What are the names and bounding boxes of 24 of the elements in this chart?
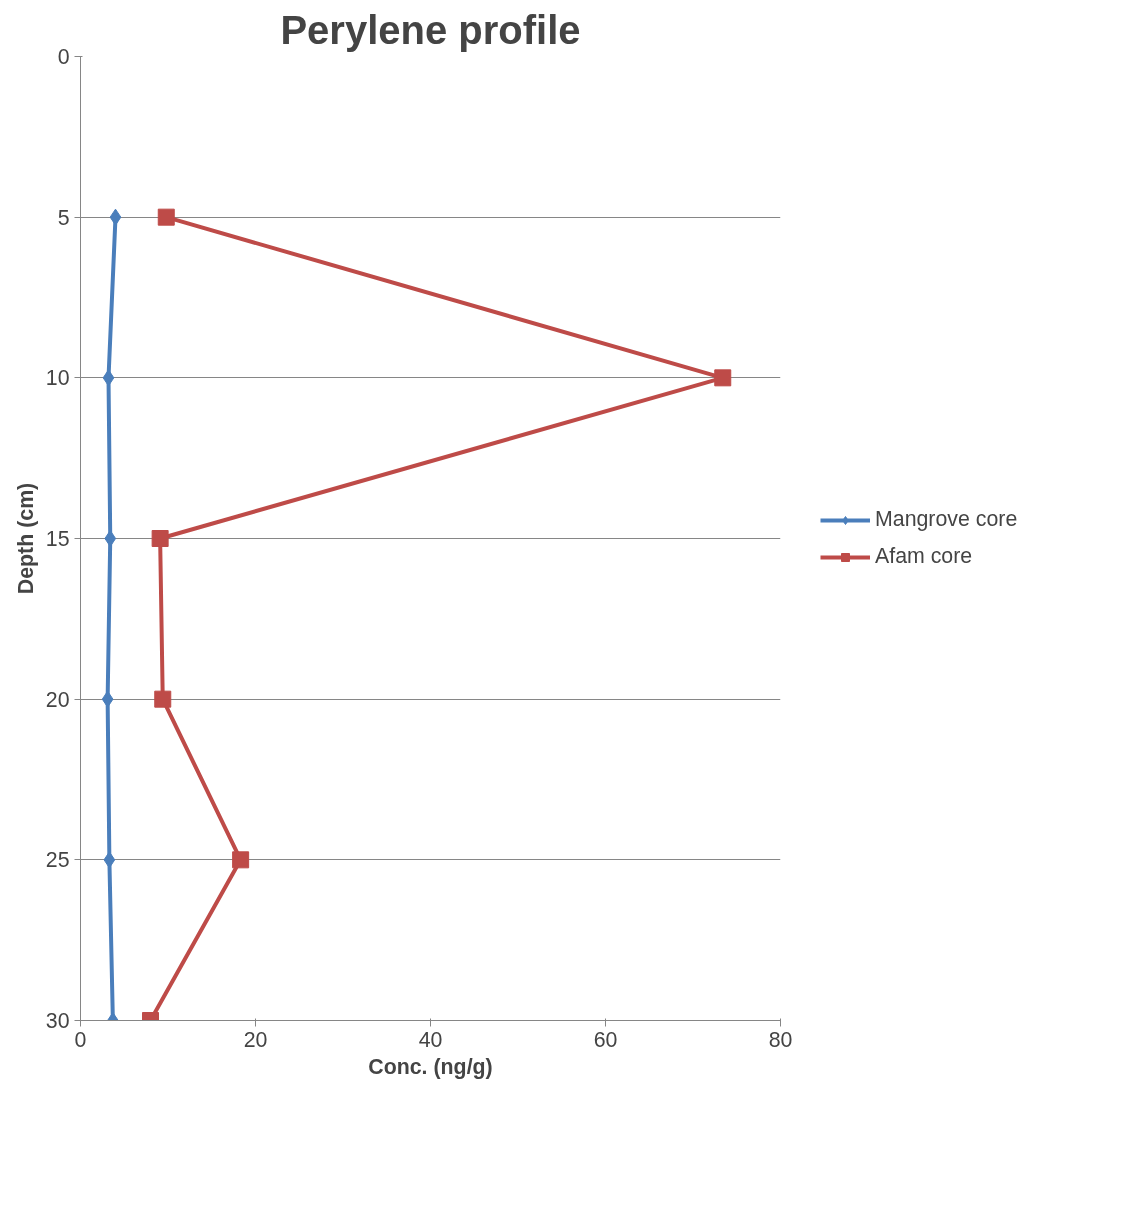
legend-label: Afam core [875,544,973,569]
y-tick-label: 25 [45,848,70,873]
x-tick-label: 20 [243,1027,268,1052]
y-tick-label: 0 [57,45,70,69]
y-tick-label: 20 [45,687,70,712]
y-tick-label: 15 [45,527,70,551]
y-tick-label: 30 [45,1009,70,1033]
x-tick-label: 80 [768,1027,793,1052]
y-axis-title: Depth (cm) [13,482,38,595]
y-tick-label: 10 [45,366,70,391]
y-tick-label: 5 [57,205,70,230]
point [232,851,250,869]
point [104,530,117,547]
x-tick-label: 0 [74,1027,87,1052]
point [151,530,169,547]
point [157,208,175,226]
point [154,690,172,708]
point [714,369,732,387]
x-tick-label: 40 [418,1027,443,1052]
chart-title: Perylene profile [280,7,581,52]
point [109,208,122,226]
x-tick-label: 60 [593,1027,618,1052]
legend-label: Mangrove core [875,507,1018,532]
x-axis-title: Conc. (ng/g) [368,1054,493,1079]
